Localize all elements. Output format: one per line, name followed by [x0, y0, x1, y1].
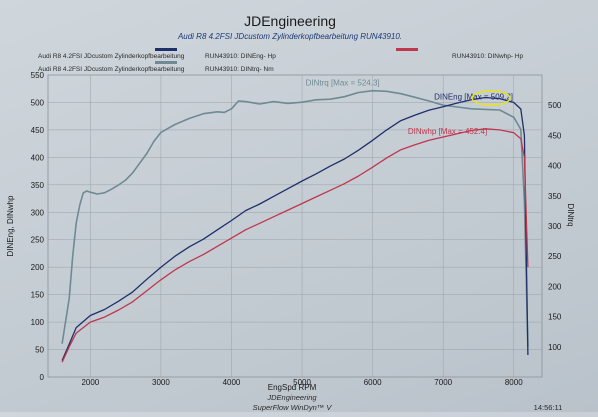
footer-company: JDEngineering: [266, 393, 317, 402]
y-left-tick-label: 50: [35, 346, 44, 355]
y-left-tick-label: 200: [31, 263, 45, 272]
legend-item-dintrq: Audi R8 4.2FSI JDcustom Zylinderkopfbear…: [38, 61, 274, 73]
footer-software: SuperFlow WinDyn™ V: [253, 403, 333, 412]
x-tick-label: 2000: [81, 378, 99, 387]
y-left-tick-label: 300: [31, 208, 45, 217]
y-left-tick-label: 400: [31, 153, 45, 162]
y-right-tick-label: 200: [548, 282, 562, 291]
legend-swatch-dintrq: [155, 61, 177, 64]
y-right-tick-label: 400: [548, 162, 562, 171]
y-left-tick-label: 500: [31, 98, 45, 107]
y-right-tick-label: 250: [548, 252, 562, 261]
y-axis-left-title: DINEng, DINwhp: [6, 195, 15, 256]
chart-title: JDEngineering: [244, 13, 336, 29]
y-left-tick-label: 250: [31, 236, 45, 245]
series-layer: [61, 89, 529, 363]
x-tick-label: 5000: [293, 378, 311, 387]
y-left-tick-label: 450: [31, 126, 45, 135]
grid: [48, 74, 542, 378]
annotation-dintrq: DINtrq [Max = 524.3]: [306, 79, 380, 88]
legend-swatch-dineng: [155, 48, 177, 51]
legend-item-dinwhp: RUN43910: DINwhp- Hp: [396, 48, 524, 60]
annotation-dinwhp: DINwhp [Max = 452.4]: [408, 127, 487, 136]
y-left-tick-label: 350: [31, 181, 45, 190]
y-right-tick-label: 350: [548, 192, 562, 201]
series-line-dineng: [61, 96, 529, 361]
y-left-tick-label: 0: [40, 373, 45, 382]
y-right-tick-label: 450: [548, 131, 562, 140]
x-tick-label: 7000: [434, 378, 452, 387]
y-left-tick-label: 550: [31, 71, 45, 80]
annotation-layer: DINtrq [Max = 524.3] DINEng [Max = 509.2]…: [306, 79, 513, 136]
y-left-tick-label: 100: [31, 318, 45, 327]
legend-item-dintrq-right: RUN43910: DINtrq- Nm: [205, 66, 274, 73]
y-left-tick-label: 150: [31, 291, 45, 300]
plot-area: [47, 74, 543, 378]
series-line-dinwhp: [61, 128, 529, 363]
legend-item-dintrq-left: Audi R8 4.2FSI JDcustom Zylinderkopfbear…: [38, 66, 185, 73]
footer-time: 14:56:11: [534, 403, 563, 412]
x-axis-title: EngSpd RPM: [268, 383, 317, 392]
y-axis-right-title: DINtrq: [566, 203, 575, 226]
annotation-dineng: DINEng [Max = 509.2]: [434, 93, 513, 102]
y-right-tick-label: 500: [548, 101, 562, 110]
axis-ticks: 0 50 100 150 200 250 300 350 400 450 500 550 2000 300…: [31, 71, 562, 387]
legend-swatch-dinwhp: [396, 48, 418, 51]
legend-item-dineng-left: Audi R8 4.2FSI JDcustom Zylinderkopfbear…: [38, 53, 185, 60]
chart-subtitle: Audi R8 4.2FSI JDcustom Zylinderkopfbear…: [177, 32, 402, 41]
legend-item-dinwhp-right: RUN43910: DINwhp- Hp: [452, 53, 524, 60]
peak-highlight-marker: [471, 90, 511, 106]
legend-item-dineng-right: RUN43910: DINEng- Hp: [205, 53, 276, 60]
y-right-tick-label: 300: [548, 222, 562, 231]
y-right-tick-label: 100: [548, 343, 562, 352]
y-right-tick-label: 150: [548, 313, 562, 322]
x-tick-label: 4000: [223, 378, 241, 387]
legend-item-dineng: Audi R8 4.2FSI JDcustom Zylinderkopfbear…: [38, 48, 276, 60]
x-tick-label: 6000: [364, 378, 382, 387]
legend: Audi R8 4.2FSI JDcustom Zylinderkopfbear…: [38, 48, 524, 73]
x-tick-label: 3000: [152, 378, 170, 387]
x-tick-label: 8000: [505, 378, 523, 387]
